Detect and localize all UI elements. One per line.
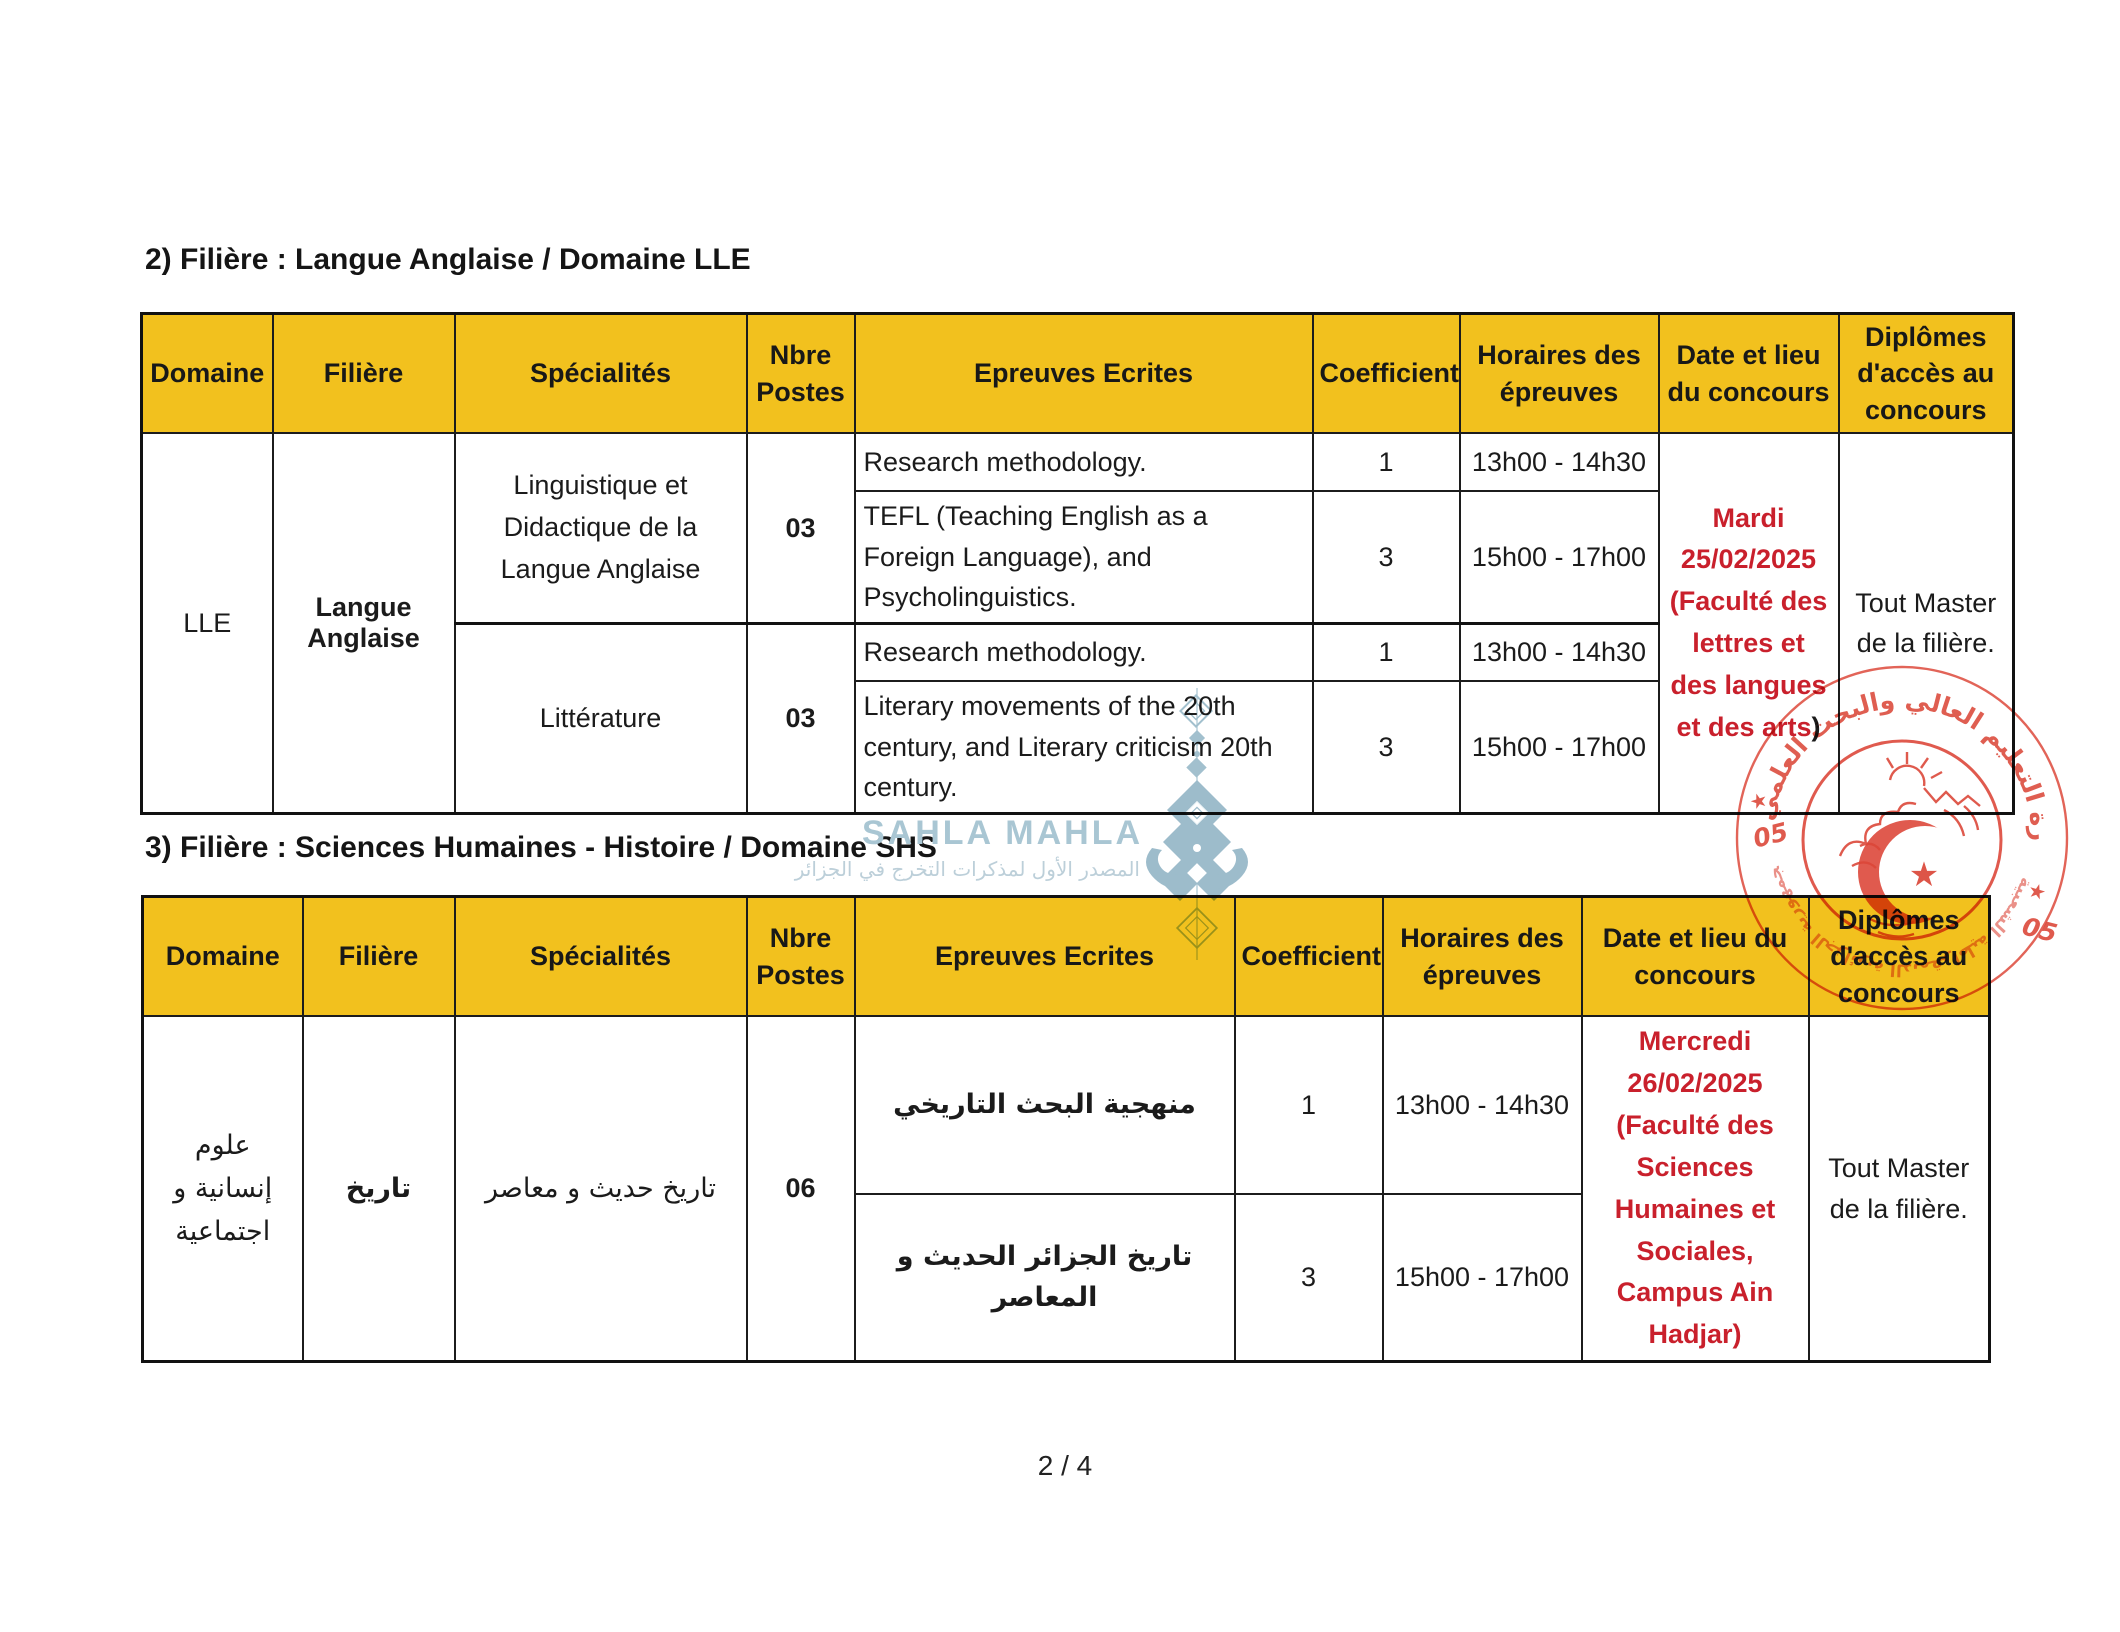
header-coefficient: Coefficient <box>1311 312 1461 435</box>
table-sciences-humaines: Domaine Filière Spécialités Nbre Postes … <box>141 895 1991 1364</box>
cell-horaire-2: 15h00 - 17h00 <box>1381 1193 1583 1363</box>
cell-horaire-2: 15h00 - 17h00 <box>1458 490 1660 625</box>
cell-date-lieu: Mardi 25/02/2025 (Faculté des lettres et… <box>1657 432 1840 815</box>
header-date-lieu: Date et lieu du concours <box>1580 895 1810 1018</box>
table1-header-row: Domaine Filière Spécialités Nbre Postes … <box>140 312 2015 435</box>
table-row: Literary movements of the 20th century, … <box>142 680 2014 815</box>
table-row: TEFL (Teaching English as a Foreign Lang… <box>142 490 2014 625</box>
cell-coefficient-3: 1 <box>1311 621 1461 683</box>
cell-horaire-3: 13h00 - 14h30 <box>1458 621 1660 683</box>
header-diplomes: Diplômes d'accès au concours <box>1837 312 2015 435</box>
cell-horaire-4: 15h00 - 17h00 <box>1458 680 1660 815</box>
cell-coefficient-2: 3 <box>1233 1193 1384 1363</box>
header-specialites: Spécialités <box>453 312 748 435</box>
cell-epreuve-ar-2: تاريخ الجزائر الحديث و المعاصر <box>853 1193 1236 1363</box>
header-nbre-postes: Nbre Postes <box>745 895 856 1018</box>
cell-date-lieu: Mercredi 26/02/2025 (Faculté des Science… <box>1580 1015 1810 1363</box>
cell-coefficient-1: 1 <box>1311 432 1461 493</box>
cell-coefficient-4: 3 <box>1311 680 1461 815</box>
table-row: LLE Langue Anglaise Linguistique et Dida… <box>140 432 2015 815</box>
header-domaine: Domaine <box>140 312 274 435</box>
cell-coefficient-1: 1 <box>1233 1015 1384 1196</box>
header-date-lieu: Date et lieu du concours <box>1657 312 1840 435</box>
cell-postes-1: 03 <box>745 432 856 625</box>
page-number: 2 / 4 <box>1037 1450 1093 1481</box>
cell-horaire-1: 13h00 - 14h30 <box>1381 1015 1583 1196</box>
header-filiere: Filière <box>271 312 456 435</box>
cell-specialite-2: Littérature <box>453 621 748 815</box>
header-epreuves-ecrites: Epreuves Ecrites <box>853 895 1236 1018</box>
table-row: تاريخ الجزائر الحديث و المعاصر 3 15h00 -… <box>143 1193 1990 1363</box>
date-lieu-text: Mardi 25/02/2025 (Faculté des lettres et… <box>1669 502 1828 742</box>
stamp-crescent-star-icon: ★ <box>1909 856 1939 894</box>
cell-horaire-1: 13h00 - 14h30 <box>1458 432 1660 493</box>
cell-postes: 06 <box>745 1015 856 1363</box>
header-nbre-postes: Nbre Postes <box>745 312 856 435</box>
header-specialites: Spécialités <box>453 895 748 1018</box>
cell-diplomes: Tout Master de la filière. <box>1807 1015 1991 1363</box>
cell-specialite-ar: تاريخ حديث و معاصر <box>453 1015 748 1363</box>
stamp-star-right-icon: ★ <box>2025 877 2049 905</box>
header-horaires: Horaires des épreuves <box>1381 895 1583 1018</box>
header-diplomes: Diplômes d'accès au concours <box>1807 895 1991 1018</box>
cell-specialite-1: Linguistique et Didactique de la Langue … <box>453 432 748 625</box>
header-horaires: Horaires des épreuves <box>1458 312 1660 435</box>
header-coefficient: Coefficient <box>1233 895 1384 1018</box>
cell-filiere: Langue Anglaise <box>271 432 456 815</box>
stamp-number-right: 05 <box>2019 912 2060 949</box>
table-langue-anglaise: Domaine Filière Spécialités Nbre Postes … <box>140 312 2015 815</box>
cell-epreuve-ar-1: منهجية البحث التاريخي <box>853 1015 1236 1196</box>
cell-epreuve-4: Literary movements of the 20th century, … <box>853 680 1314 815</box>
cell-domaine-ar: علوم إنسانية و اجتماعية <box>141 1015 304 1363</box>
stamp-number-left: 05 <box>1750 817 1791 854</box>
section-3-title: 3) Filière : Sciences Humaines - Histoir… <box>145 831 937 864</box>
table-row: علوم إنسانية و اجتماعية تاريخ تاريخ حديث… <box>141 1015 1991 1363</box>
cell-domaine: LLE <box>140 432 274 815</box>
cell-filiere-ar: تاريخ <box>301 1015 456 1363</box>
cell-coefficient-2: 3 <box>1311 490 1461 625</box>
cell-epreuve-2: TEFL (Teaching English as a Foreign Lang… <box>853 490 1314 625</box>
table-row: Littérature 03 Research methodology. 1 1… <box>142 621 2014 815</box>
cell-diplomes: Tout Master de la filière. <box>1837 432 2015 815</box>
cell-epreuve-1: Research methodology. <box>853 432 1314 493</box>
header-epreuves-ecrites: Epreuves Ecrites <box>853 312 1314 435</box>
header-domaine: Domaine <box>141 895 304 1018</box>
cell-postes-2: 03 <box>745 621 856 815</box>
section-2-title: 2) Filière : Langue Anglaise / Domaine L… <box>145 243 751 276</box>
header-filiere: Filière <box>301 895 456 1018</box>
cell-epreuve-3: Research methodology. <box>853 621 1314 683</box>
date-lieu-paren: ) <box>1811 711 1821 742</box>
table2-header-row: Domaine Filière Spécialités Nbre Postes … <box>141 895 1991 1018</box>
